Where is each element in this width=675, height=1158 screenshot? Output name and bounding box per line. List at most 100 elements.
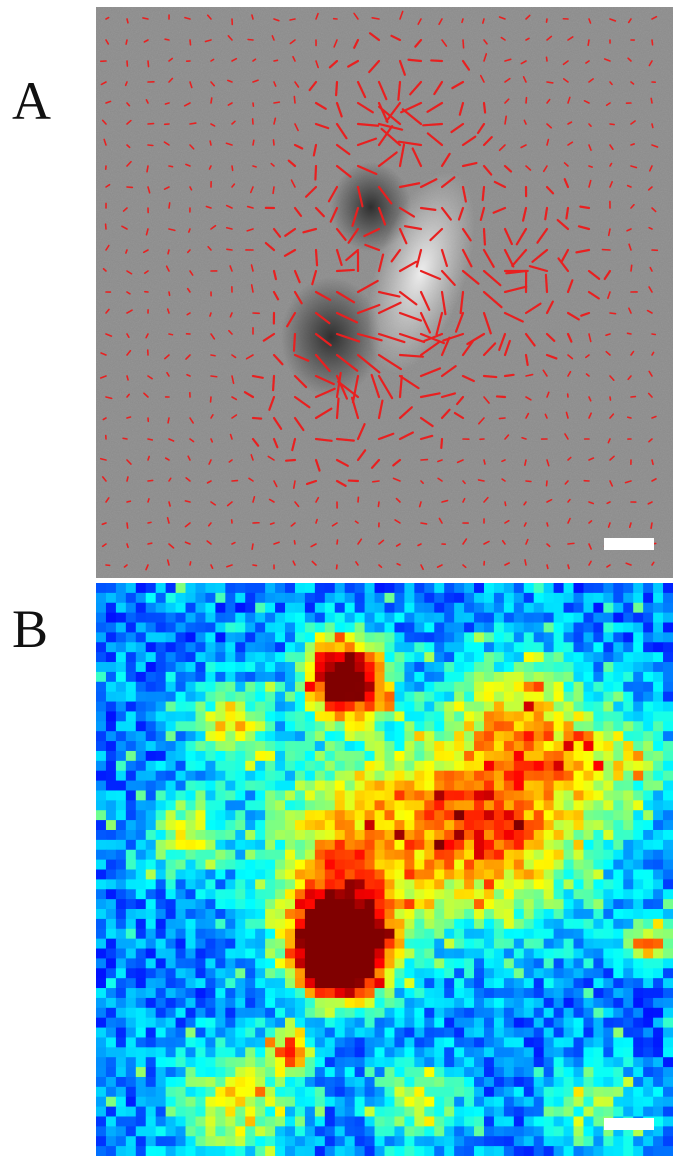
- vector-arrow: [628, 522, 632, 529]
- vector-arrow: [419, 290, 431, 311]
- vector-arrow: [250, 284, 254, 293]
- vector-arrow: [492, 206, 507, 214]
- vector-arrow: [293, 416, 305, 432]
- vector-arrow: [168, 57, 174, 62]
- vector-arrow: [269, 522, 275, 525]
- vector-arrow: [482, 227, 487, 246]
- vector-arrow: [377, 101, 389, 124]
- vector-arrow: [101, 522, 107, 526]
- vector-arrow: [523, 501, 527, 506]
- vector-arrow: [523, 522, 527, 527]
- vector-arrow: [168, 228, 176, 232]
- vector-arrow: [456, 459, 464, 464]
- vector-arrow: [337, 380, 360, 399]
- vector-arrow: [588, 543, 592, 550]
- vector-arrow: [515, 227, 528, 246]
- vector-arrow: [377, 151, 398, 168]
- vector-arrow: [567, 517, 571, 524]
- vector-arrow: [168, 333, 174, 336]
- vector-arrow: [588, 457, 595, 461]
- vector-arrow: [588, 396, 592, 402]
- vector-arrow: [377, 290, 401, 298]
- vector-arrow: [647, 186, 653, 191]
- vector-arrow: [648, 370, 653, 377]
- vector-arrow: [231, 57, 238, 62]
- vector-arrow: [455, 395, 465, 406]
- vector-arrow: [587, 39, 590, 47]
- vector-arrow: [356, 80, 367, 99]
- vector-arrow: [226, 248, 233, 251]
- vector-arrow: [545, 56, 548, 62]
- vector-arrow: [163, 141, 170, 146]
- vector-arrow: [564, 480, 569, 485]
- vector-field-image: [96, 7, 673, 578]
- vector-arrow: [498, 417, 506, 420]
- vector-arrow: [189, 144, 195, 150]
- vector-arrow: [606, 501, 611, 505]
- vector-arrow: [567, 564, 570, 570]
- vector-arrow: [208, 459, 212, 465]
- vector-arrow: [168, 165, 174, 168]
- vector-arrow: [609, 144, 614, 151]
- vector-arrow: [293, 290, 303, 305]
- vector-arrow: [409, 80, 423, 96]
- vector-arrow: [377, 206, 387, 226]
- vector-arrow: [229, 265, 233, 272]
- vector-arrow: [398, 227, 408, 245]
- vector-arrow: [564, 433, 569, 440]
- vector-arrow: [273, 18, 280, 22]
- vector-arrow: [189, 270, 194, 276]
- vector-arrow: [525, 373, 534, 377]
- vector-arrow: [271, 374, 276, 392]
- vector-arrow: [227, 102, 233, 106]
- vector-arrow: [607, 438, 611, 444]
- vector-arrow: [401, 108, 423, 126]
- vector-arrow: [397, 80, 402, 101]
- vector-arrow: [231, 120, 236, 125]
- vector-arrow: [609, 123, 615, 126]
- vector-arrow: [607, 228, 611, 237]
- vector-arrow: [461, 374, 475, 383]
- displacement-vectors: [99, 10, 659, 571]
- vector-arrow: [310, 543, 317, 548]
- vector-arrow: [415, 248, 423, 268]
- vector-arrow: [451, 80, 465, 90]
- vector-arrow: [187, 455, 191, 461]
- vector-arrow: [273, 480, 278, 488]
- vector-arrow: [250, 454, 254, 461]
- vector-arrow: [461, 340, 474, 357]
- vector-arrow: [457, 206, 465, 221]
- vector-arrow: [272, 139, 275, 146]
- vector-arrow: [651, 39, 654, 46]
- vector-arrow: [377, 501, 380, 508]
- vector-arrow: [126, 102, 131, 107]
- vector-arrow: [605, 102, 611, 107]
- vector-arrow: [228, 459, 233, 463]
- vector-arrow: [544, 273, 549, 294]
- vector-arrow: [124, 81, 128, 87]
- vector-arrow: [246, 228, 254, 232]
- vector-arrow: [102, 267, 107, 272]
- vector-arrow: [142, 249, 149, 254]
- vector-arrow: [651, 561, 655, 566]
- vector-arrow: [528, 265, 549, 273]
- vector-arrow: [164, 457, 170, 461]
- vector-arrow: [335, 353, 359, 372]
- vector-arrow: [504, 98, 510, 104]
- vector-arrow: [145, 228, 149, 236]
- vector-arrow: [624, 480, 632, 484]
- vector-arrow: [329, 206, 339, 223]
- vector-arrow: [414, 38, 423, 48]
- vector-arrow: [417, 543, 422, 547]
- vector-arrow: [630, 264, 633, 272]
- vector-arrow: [284, 227, 297, 237]
- vector-arrow: [420, 564, 424, 571]
- vector-arrow: [293, 374, 308, 389]
- vector-arrow: [210, 438, 214, 443]
- vector-arrow: [126, 309, 133, 314]
- vector-arrow: [627, 57, 632, 62]
- vector-arrow: [440, 290, 447, 316]
- vector-arrow: [168, 77, 174, 83]
- vector-arrow: [184, 522, 191, 528]
- vector-arrow: [185, 163, 191, 167]
